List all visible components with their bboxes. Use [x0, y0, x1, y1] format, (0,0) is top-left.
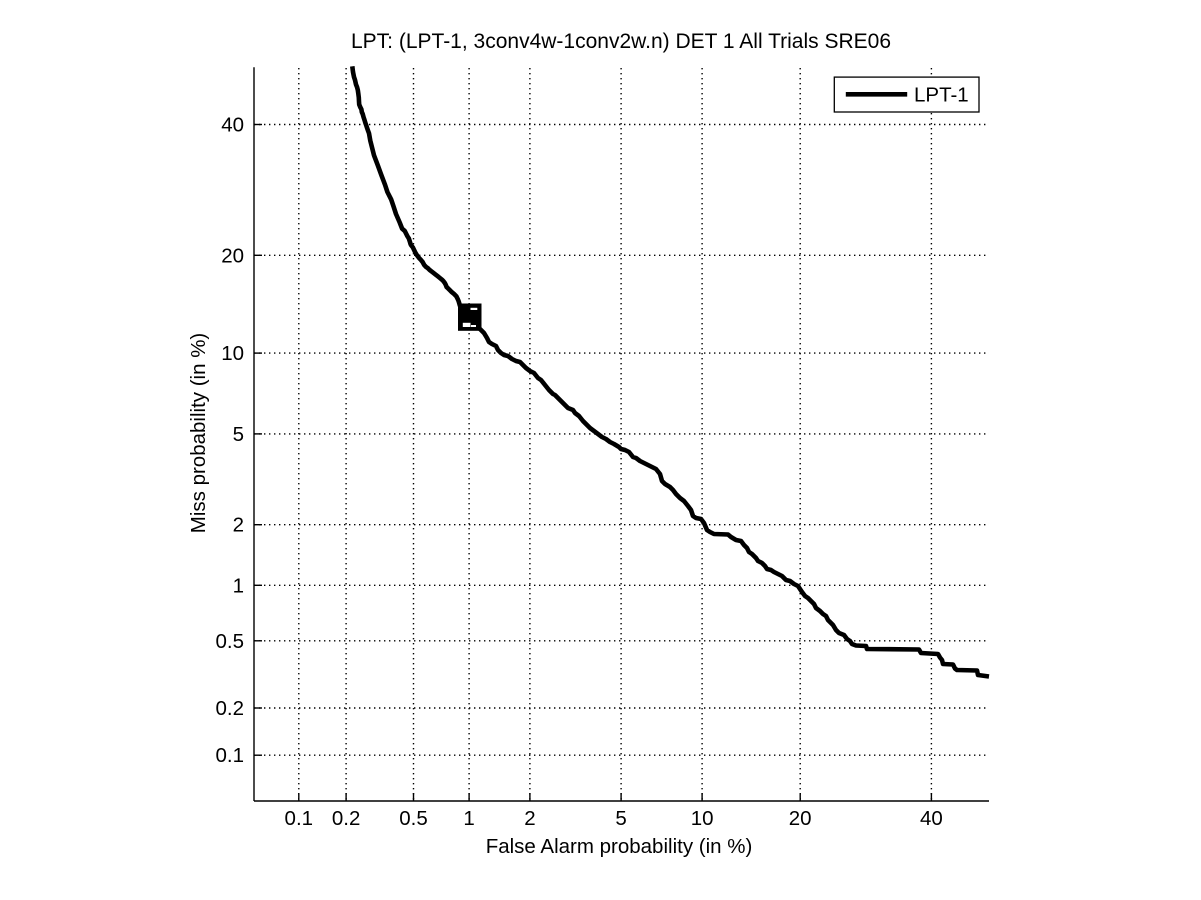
- svg-text:40: 40: [221, 114, 244, 137]
- svg-text:2: 2: [233, 514, 244, 537]
- svg-text:0.1: 0.1: [216, 744, 245, 767]
- svg-text:0.5: 0.5: [216, 630, 245, 653]
- svg-text:20: 20: [221, 244, 244, 267]
- svg-text:10: 10: [221, 342, 244, 365]
- svg-text:20: 20: [789, 807, 812, 830]
- svg-text:5: 5: [233, 423, 244, 446]
- svg-text:0.1: 0.1: [285, 807, 314, 830]
- svg-text:0.2: 0.2: [332, 807, 361, 830]
- svg-text:40: 40: [920, 807, 943, 830]
- svg-text:Miss probability (in %): Miss probability (in %): [187, 333, 210, 534]
- svg-text:5: 5: [615, 807, 626, 830]
- svg-text:10: 10: [691, 807, 714, 830]
- svg-text:LPT-1: LPT-1: [914, 84, 969, 107]
- svg-text:2: 2: [524, 807, 535, 830]
- svg-text:0.5: 0.5: [399, 807, 428, 830]
- svg-text:1: 1: [233, 574, 244, 597]
- svg-text:LPT: (LPT-1, 3conv4w-1conv2w.n: LPT: (LPT-1, 3conv4w-1conv2w.n) DET 1 Al…: [351, 30, 891, 53]
- svg-text:False Alarm probability (in %): False Alarm probability (in %): [486, 835, 753, 858]
- svg-text:0.2: 0.2: [216, 697, 245, 720]
- svg-text:1: 1: [463, 807, 474, 830]
